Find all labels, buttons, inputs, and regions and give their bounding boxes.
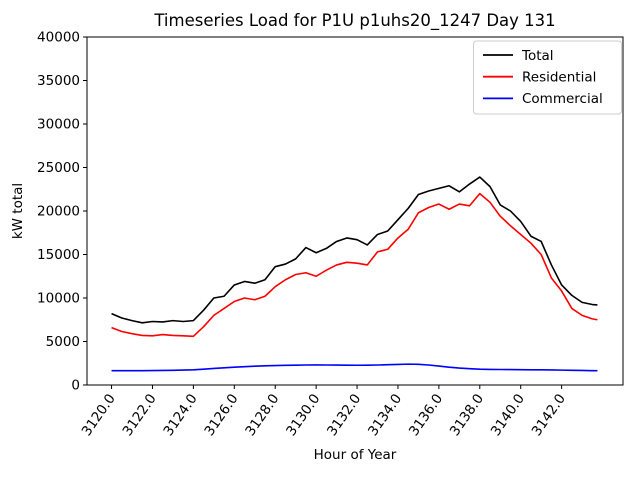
y-tick-label: 30000 bbox=[37, 117, 80, 133]
y-tick-label: 15000 bbox=[37, 247, 80, 263]
chart-title: Timeseries Load for P1U p1uhs20_1247 Day… bbox=[153, 11, 555, 31]
plot-area: 0 5000 10000 15000 20000 25000 30000 35000 40000… bbox=[37, 30, 624, 439]
legend-label: Commercial bbox=[522, 91, 603, 107]
y-tick-label: 25000 bbox=[37, 160, 80, 176]
y-tick-label: 10000 bbox=[37, 291, 80, 307]
x-tick-label: 3124.0 bbox=[160, 391, 200, 439]
x-tick-label: 3122.0 bbox=[120, 391, 160, 439]
series-line-residential bbox=[111, 192, 598, 338]
y-tick-label: 5000 bbox=[46, 334, 80, 350]
x-axis: 3120.0 3122.0 3124.0 3126.0 3128.0 3130.0 3132… bbox=[79, 385, 569, 439]
x-axis-label: Hour of Year bbox=[314, 447, 397, 463]
legend: Total Residential Commercial bbox=[473, 40, 622, 115]
series-line-total bbox=[111, 176, 598, 324]
x-tick-label: 3132.0 bbox=[324, 391, 364, 439]
series-line-commercial bbox=[111, 363, 598, 372]
x-tick-label: 3136.0 bbox=[406, 391, 446, 439]
y-axis-label: kW total bbox=[10, 183, 26, 239]
x-tick-label: 3134.0 bbox=[365, 391, 405, 439]
y-tick-label: 0 bbox=[71, 378, 80, 394]
y-tick-label: 20000 bbox=[37, 204, 80, 220]
series-lines bbox=[111, 176, 598, 372]
x-tick-label: 3126.0 bbox=[201, 391, 241, 439]
legend-label: Residential bbox=[522, 70, 596, 86]
legend-box bbox=[473, 40, 622, 115]
x-tick-label: 3142.0 bbox=[529, 391, 569, 439]
y-tick-label: 35000 bbox=[37, 73, 80, 89]
x-tick-label: 3128.0 bbox=[242, 391, 282, 439]
y-axis: 0 5000 10000 15000 20000 25000 30000 35000 40000 bbox=[37, 30, 87, 394]
x-tick-label: 3138.0 bbox=[447, 391, 487, 439]
x-tick-label: 3140.0 bbox=[488, 391, 528, 439]
x-tick-label: 3130.0 bbox=[283, 391, 323, 439]
x-tick-label: 3120.0 bbox=[79, 391, 119, 439]
y-tick-label: 40000 bbox=[37, 30, 80, 46]
legend-label: Total bbox=[521, 48, 554, 64]
